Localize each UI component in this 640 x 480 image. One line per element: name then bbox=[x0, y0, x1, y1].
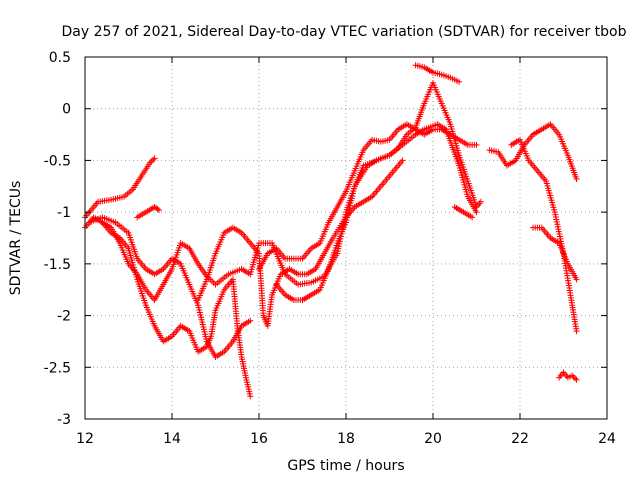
data-point bbox=[147, 159, 154, 166]
data-point bbox=[572, 375, 579, 382]
data-point bbox=[150, 156, 157, 163]
data-point bbox=[456, 78, 463, 85]
y-tick-label: -2.5 bbox=[44, 360, 71, 376]
data-point bbox=[473, 141, 480, 148]
chart-title: Day 257 of 2021, Sidereal Day-to-day VTE… bbox=[61, 24, 626, 40]
x-tick-label: 22 bbox=[511, 431, 529, 447]
x-tick-label: 18 bbox=[337, 431, 355, 447]
series-satellite-track-10 bbox=[451, 203, 476, 221]
data-point bbox=[148, 158, 155, 165]
x-tick-label: 24 bbox=[598, 431, 616, 447]
series-satellite-track-14 bbox=[556, 369, 580, 383]
data-point bbox=[573, 276, 580, 283]
series-satellite-track-9 bbox=[412, 62, 463, 85]
grid-lines bbox=[85, 57, 607, 419]
x-tick-label: 12 bbox=[76, 431, 94, 447]
data-point bbox=[469, 214, 476, 221]
y-tick-label: -1.5 bbox=[44, 257, 71, 273]
data-points bbox=[82, 62, 580, 400]
y-axis-label: SDTVAR / TECUs bbox=[8, 181, 24, 296]
data-point bbox=[247, 317, 254, 324]
y-tick-label: -1 bbox=[57, 205, 71, 221]
data-point bbox=[247, 393, 254, 400]
data-point bbox=[399, 157, 406, 164]
y-tick-label: -3 bbox=[57, 412, 71, 428]
series-satellite-track-7 bbox=[256, 121, 480, 273]
y-tick-label: -0.5 bbox=[44, 153, 71, 169]
series-satellite-track-1 bbox=[82, 155, 158, 221]
series-satellite-track-12 bbox=[508, 136, 580, 335]
data-point bbox=[573, 376, 580, 383]
x-axis-label: GPS time / hours bbox=[287, 458, 404, 474]
axis-ticks bbox=[84, 56, 608, 420]
x-tick-label: 16 bbox=[250, 431, 268, 447]
y-tick-label: 0.5 bbox=[49, 50, 71, 66]
data-point bbox=[473, 209, 480, 216]
data-point bbox=[151, 155, 158, 162]
y-tick-label: -2 bbox=[57, 309, 71, 325]
series-satellite-track-8 bbox=[273, 79, 484, 304]
series-satellite-track-11 bbox=[486, 121, 580, 183]
x-tick-labels: 12 14 16 18 20 22 24 bbox=[76, 431, 616, 447]
data-point bbox=[154, 206, 161, 213]
x-tick-label: 20 bbox=[424, 431, 442, 447]
x-tick-label: 14 bbox=[163, 431, 181, 447]
series-satellite-track-5 bbox=[134, 203, 162, 221]
data-point bbox=[155, 207, 162, 214]
data-point bbox=[570, 373, 577, 380]
data-point bbox=[477, 198, 484, 205]
series-satellite-track-4 bbox=[99, 219, 254, 400]
data-point bbox=[573, 176, 580, 183]
series-satellite-track-13 bbox=[530, 224, 580, 283]
series-satellite-track-3 bbox=[86, 214, 254, 360]
y-tick-labels: 0.5 0 -0.5 -1 -1.5 -2 -2.5 -3 bbox=[44, 50, 71, 428]
series-satellite-track-6 bbox=[195, 157, 406, 329]
y-tick-label: 0 bbox=[62, 102, 71, 118]
data-point bbox=[569, 372, 576, 379]
data-point bbox=[573, 328, 580, 335]
